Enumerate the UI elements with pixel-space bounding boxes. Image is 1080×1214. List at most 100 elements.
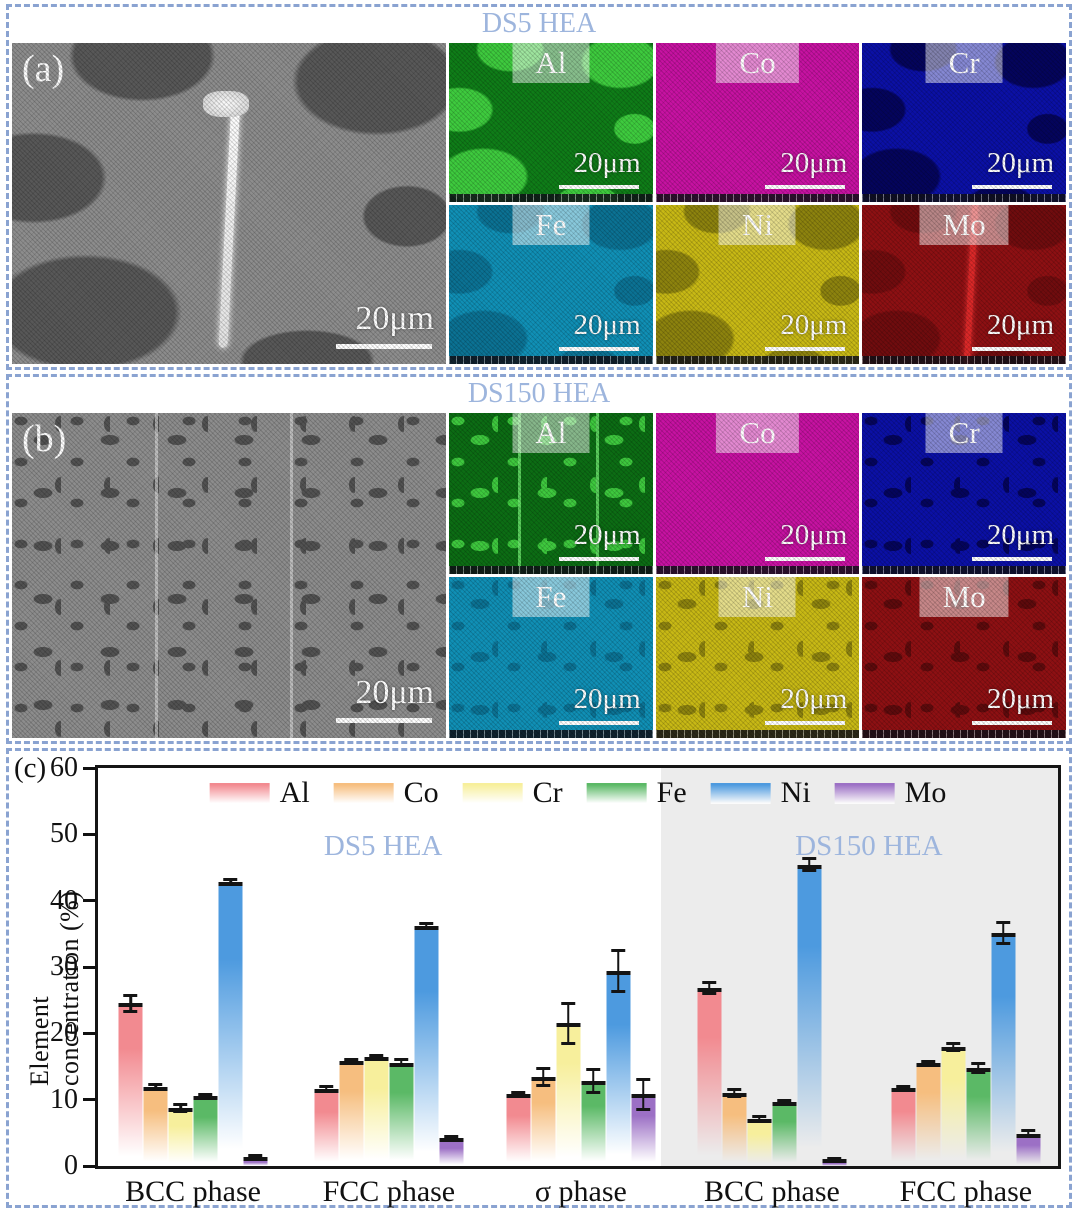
error-cap-bottom: [511, 1094, 526, 1098]
eds-map-co: Co 20μm: [655, 413, 860, 574]
scale-label: 20μm: [780, 309, 848, 341]
bar-mo: [1016, 1129, 1041, 1166]
bar-fill: [118, 1003, 143, 1166]
element-chip: Mo: [919, 577, 1009, 617]
scale-label: 20μm: [355, 674, 434, 711]
y-axis-tick: [83, 766, 96, 770]
scale-label: 20μm: [573, 683, 641, 715]
error-cap-bottom: [248, 1156, 263, 1160]
error-cap-bottom: [1021, 1134, 1036, 1138]
error-cap-bottom: [777, 1102, 792, 1106]
panel-b-label: (b): [22, 418, 67, 460]
error-bar: [511, 1091, 526, 1098]
legend-label: Ni: [780, 776, 811, 809]
error-cap-bottom: [536, 1084, 551, 1088]
panel-b-title: DS150 HEA: [467, 378, 611, 409]
legend-swatch-ni: [710, 782, 771, 804]
scale-bar: [972, 185, 1052, 189]
panel-a: DS5 HEA (a) 20μm Al 20μm Co 20μm Cr: [6, 4, 1072, 370]
eds-map-al: Al 20μm: [449, 43, 653, 202]
error-cap-bottom: [444, 1138, 459, 1142]
error-bar: [444, 1134, 459, 1142]
element-chip: Co: [716, 413, 799, 453]
bar-fill: [966, 1067, 991, 1166]
error-cap-bottom: [896, 1087, 911, 1091]
eds-map-al: Al 20μm: [449, 413, 653, 574]
metadata-strip: [862, 566, 1066, 574]
error-cap-top: [702, 981, 717, 985]
sem-streak: [155, 413, 159, 738]
element-chip: Ni: [718, 205, 796, 245]
eds-maps-ds150: Al 20μm Co 20μm Cr 20μm Fe 20μm: [449, 413, 1066, 738]
error-bar: [536, 1066, 551, 1088]
error-cap-bottom: [727, 1095, 742, 1099]
bar-fill: [389, 1062, 414, 1166]
bar-fill: [556, 1023, 581, 1166]
error-cap-top: [752, 1115, 767, 1119]
error-bar: [802, 857, 817, 873]
panel-b: DS150 HEA (b) 20μm Al 20μm Co 20μm: [6, 374, 1072, 744]
eds-map-cr: Cr 20μm: [862, 43, 1066, 202]
metadata-strip: [862, 730, 1066, 738]
bar-fill: [218, 882, 243, 1166]
bar-fill: [506, 1094, 531, 1166]
error-bar: [702, 981, 717, 996]
bar-ni: [606, 949, 631, 1166]
bar-fill: [143, 1087, 168, 1166]
bar-fe: [581, 1068, 606, 1166]
bar-fill: [168, 1107, 193, 1166]
al-streak: [518, 413, 522, 574]
sem-image-ds150: (b) 20μm: [12, 413, 446, 738]
legend-item-ni: Ni: [710, 776, 811, 810]
scale-label: 20μm: [355, 300, 434, 337]
scale-label: 20μm: [986, 147, 1054, 179]
bar-al: [314, 1085, 339, 1166]
error-cap-bottom: [946, 1049, 961, 1053]
bar-fill: [916, 1063, 941, 1166]
scale-label: 20μm: [780, 147, 848, 179]
eds-map-co: Co 20μm: [655, 43, 860, 202]
scale-bar: [336, 718, 432, 723]
legend-item-mo: Mo: [834, 776, 947, 810]
error-cap-bottom: [419, 927, 434, 931]
metadata-strip: [862, 356, 1066, 364]
y-axis-tick-label: 40: [50, 884, 78, 916]
error-cap-top: [996, 920, 1011, 924]
error-cap-top: [319, 1085, 334, 1089]
bar-fe: [193, 1093, 218, 1166]
error-cap-bottom: [148, 1087, 163, 1091]
bar-fe: [389, 1058, 414, 1166]
panel-c-label: (c): [14, 752, 47, 784]
error-cap-top: [419, 921, 434, 925]
error-bar: [921, 1060, 936, 1067]
bar-cr: [556, 1001, 581, 1166]
bar-co: [722, 1088, 747, 1166]
bar-group-1: [118, 878, 268, 1166]
legend-label: Cr: [532, 776, 563, 809]
error-bar: [946, 1042, 961, 1053]
error-cap-bottom: [173, 1109, 188, 1113]
eds-map-fe: Fe 20μm: [449, 577, 653, 738]
y-axis-tick: [83, 1098, 96, 1102]
metadata-strip: [449, 356, 653, 364]
legend-label: Mo: [904, 776, 947, 809]
error-bar: [561, 1001, 576, 1045]
bar-fe: [966, 1061, 991, 1166]
metadata-strip: [655, 566, 860, 574]
error-bar: [148, 1083, 163, 1091]
error-cap-top: [802, 857, 817, 861]
sem-image-ds5: (a) 20μm: [12, 43, 446, 364]
legend-swatch-cr: [462, 782, 523, 804]
scale-bar: [558, 721, 639, 725]
bar-fill: [1016, 1133, 1041, 1166]
bar-fill: [193, 1096, 218, 1166]
bar-fill: [414, 925, 439, 1166]
y-axis-tick-label: 0: [64, 1150, 78, 1181]
scale-label: 20μm: [573, 309, 641, 341]
element-chip: Al: [512, 43, 590, 83]
scale-label: 20μm: [573, 519, 641, 551]
legend-item-co: Co: [333, 776, 439, 810]
error-cap-top: [971, 1061, 986, 1065]
scale-bar: [336, 344, 432, 349]
error-bar: [369, 1053, 384, 1060]
